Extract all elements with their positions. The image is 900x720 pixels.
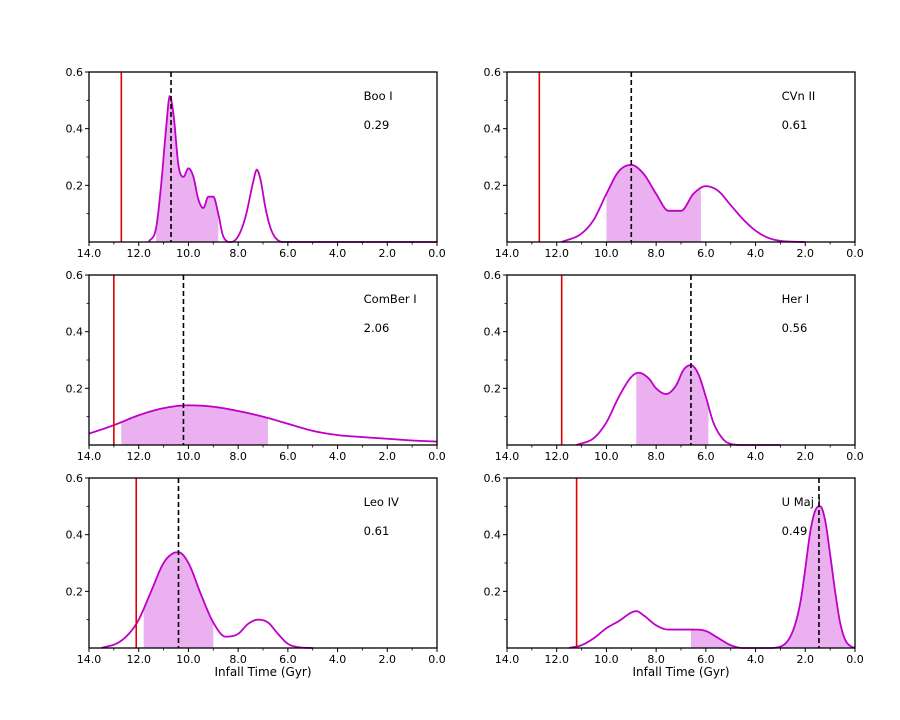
cvn-ii-xtick-label: 14.0 [495, 247, 520, 260]
comber-i-shaded-area [121, 405, 268, 445]
comber-i-kde-curve [88, 404, 438, 443]
comber-i-ytick-label: 0.2 [66, 382, 84, 395]
cvn-ii-ytick-label: 0.6 [484, 66, 502, 79]
comber-i-value: 2.06 [364, 321, 390, 335]
boo-i-title: Boo I [364, 89, 393, 103]
boo-i-ytick-label: 0.2 [66, 179, 84, 192]
u-maj-i-kde-curve [568, 505, 856, 649]
boo-i-xtick-label: 10.0 [176, 247, 201, 260]
x-axis-title-right: Infall Time (Gyr) [632, 665, 729, 679]
her-i-xtick-label: 14.0 [495, 450, 520, 463]
u-maj-i-value: 0.49 [782, 524, 808, 538]
comber-i-xtick-label: 12.0 [126, 450, 151, 463]
panel-her-i: 14.0 12.0 10.0 8.0 6.0 4.0 2.0 0.0 0.2 0.4 0.6 Her … [484, 269, 864, 463]
cvn-ii-title: CVn II [782, 89, 816, 103]
comber-i-xtick-label: 2.0 [379, 450, 397, 463]
comber-i-title: ComBer I [364, 292, 417, 306]
her-i-shaded-area [636, 365, 709, 445]
u-maj-i-xtick-label: 8.0 [647, 653, 665, 666]
leo-iv-ytick-label: 0.2 [66, 585, 84, 598]
her-i-xtick-label: 12.0 [544, 450, 569, 463]
leo-iv-ytick-label: 0.6 [66, 472, 84, 485]
boo-i-xtick-label: 14.0 [77, 247, 102, 260]
her-i-xtick-label: 2.0 [797, 450, 815, 463]
boo-i-xtick-label: 0.0 [428, 247, 446, 260]
cvn-ii-xtick-label: 6.0 [697, 247, 715, 260]
leo-iv-xtick-label: 0.0 [428, 653, 446, 666]
her-i-ytick-label: 0.6 [484, 269, 502, 282]
x-axis-title-left: Infall Time (Gyr) [214, 665, 311, 679]
cvn-ii-ytick-label: 0.2 [484, 179, 502, 192]
cvn-ii-xtick-label: 0.0 [846, 247, 864, 260]
leo-iv-ytick-label: 0.4 [66, 529, 84, 542]
her-i-ytick-label: 0.4 [484, 326, 502, 339]
panel-comber-i: 14.0 12.0 10.0 8.0 6.0 4.0 2.0 0.0 0.2 0.4 0.6 ComB… [66, 269, 446, 463]
cvn-ii-ytick-label: 0.4 [484, 123, 502, 136]
u-maj-i-ytick-label: 0.6 [484, 472, 502, 485]
cvn-ii-xtick-label: 4.0 [747, 247, 765, 260]
her-i-xtick-label: 0.0 [846, 450, 864, 463]
u-maj-i-ytick-label: 0.2 [484, 585, 502, 598]
cvn-ii-kde-curve [561, 164, 806, 243]
leo-iv-xtick-label: 6.0 [279, 653, 297, 666]
panel-u-maj-i: 14.0 12.0 10.0 8.0 6.0 4.0 2.0 0.0 0.2 0.4 0.6 U Ma… [484, 472, 864, 666]
her-i-xtick-label: 4.0 [747, 450, 765, 463]
comber-i-xtick-label: 4.0 [329, 450, 347, 463]
boo-i-value: 0.29 [364, 118, 390, 132]
boo-i-xtick-label: 12.0 [126, 247, 151, 260]
u-maj-i-xtick-label: 4.0 [747, 653, 765, 666]
u-maj-i-shaded-area [690, 506, 855, 648]
u-maj-i-xtick-label: 6.0 [697, 653, 715, 666]
u-maj-i-xtick-label: 12.0 [544, 653, 569, 666]
cvn-ii-shaded-area [606, 164, 701, 242]
u-maj-i-xtick-label: 14.0 [495, 653, 520, 666]
her-i-xtick-label: 10.0 [594, 450, 619, 463]
boo-i-xtick-label: 4.0 [329, 247, 347, 260]
her-i-title: Her I [782, 292, 810, 306]
u-maj-i-xtick-label: 0.0 [846, 653, 864, 666]
cvn-ii-xtick-label: 2.0 [797, 247, 815, 260]
u-maj-i-title: U Maj I [782, 495, 821, 509]
comber-i-xtick-label: 14.0 [77, 450, 102, 463]
panel-cvn-ii: 14.0 12.0 10.0 8.0 6.0 4.0 2.0 0.0 0.2 0.4 0.6 CVn … [484, 66, 864, 260]
boo-i-xtick-label: 6.0 [279, 247, 297, 260]
cvn-ii-xtick-label: 8.0 [647, 247, 665, 260]
her-i-ytick-label: 0.2 [484, 382, 502, 395]
leo-iv-xtick-label: 10.0 [176, 653, 201, 666]
comber-i-ytick-label: 0.4 [66, 326, 84, 339]
cvn-ii-xtick-label: 10.0 [594, 247, 619, 260]
u-maj-i-xtick-label: 2.0 [797, 653, 815, 666]
panel-boo-i: 14.0 12.0 10.0 8.0 6.0 4.0 2.0 0.0 0.2 0.4 0.6 Boo … [66, 66, 446, 260]
leo-iv-title: Leo IV [364, 495, 399, 509]
comber-i-xtick-label: 0.0 [428, 450, 446, 463]
leo-iv-xtick-label: 4.0 [329, 653, 347, 666]
leo-iv-xtick-label: 14.0 [77, 653, 102, 666]
her-i-xtick-label: 6.0 [697, 450, 715, 463]
comber-i-xtick-label: 6.0 [279, 450, 297, 463]
boo-i-ytick-label: 0.4 [66, 123, 84, 136]
her-i-xtick-label: 8.0 [647, 450, 665, 463]
comber-i-xtick-label: 8.0 [229, 450, 247, 463]
cvn-ii-value: 0.61 [782, 118, 808, 132]
boo-i-xtick-label: 8.0 [229, 247, 247, 260]
comber-i-xtick-label: 10.0 [176, 450, 201, 463]
boo-i-ytick-label: 0.6 [66, 66, 84, 79]
leo-iv-xtick-label: 2.0 [379, 653, 397, 666]
her-i-value: 0.56 [782, 321, 808, 335]
cvn-ii-xtick-label: 12.0 [544, 247, 569, 260]
leo-iv-xtick-label: 8.0 [229, 653, 247, 666]
comber-i-ytick-label: 0.6 [66, 269, 84, 282]
panel-leo-iv: 14.0 12.0 10.0 8.0 6.0 4.0 2.0 0.0 0.2 0.4 0.6 Leo … [66, 472, 446, 666]
boo-i-xtick-label: 2.0 [379, 247, 397, 260]
leo-iv-value: 0.61 [364, 524, 390, 538]
u-maj-i-ytick-label: 0.4 [484, 529, 502, 542]
u-maj-i-xtick-label: 10.0 [594, 653, 619, 666]
leo-iv-xtick-label: 12.0 [126, 653, 151, 666]
